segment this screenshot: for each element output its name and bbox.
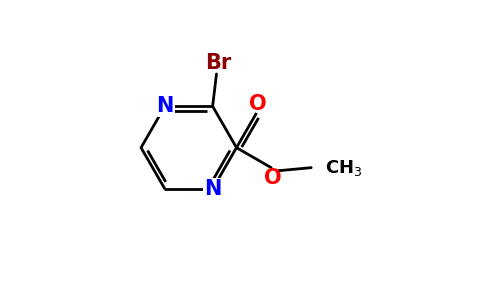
Text: N: N — [204, 179, 221, 199]
Text: O: O — [264, 168, 282, 188]
Text: Br: Br — [205, 53, 231, 73]
Text: O: O — [249, 94, 267, 114]
Text: CH$_3$: CH$_3$ — [325, 158, 363, 178]
Text: N: N — [156, 96, 174, 116]
